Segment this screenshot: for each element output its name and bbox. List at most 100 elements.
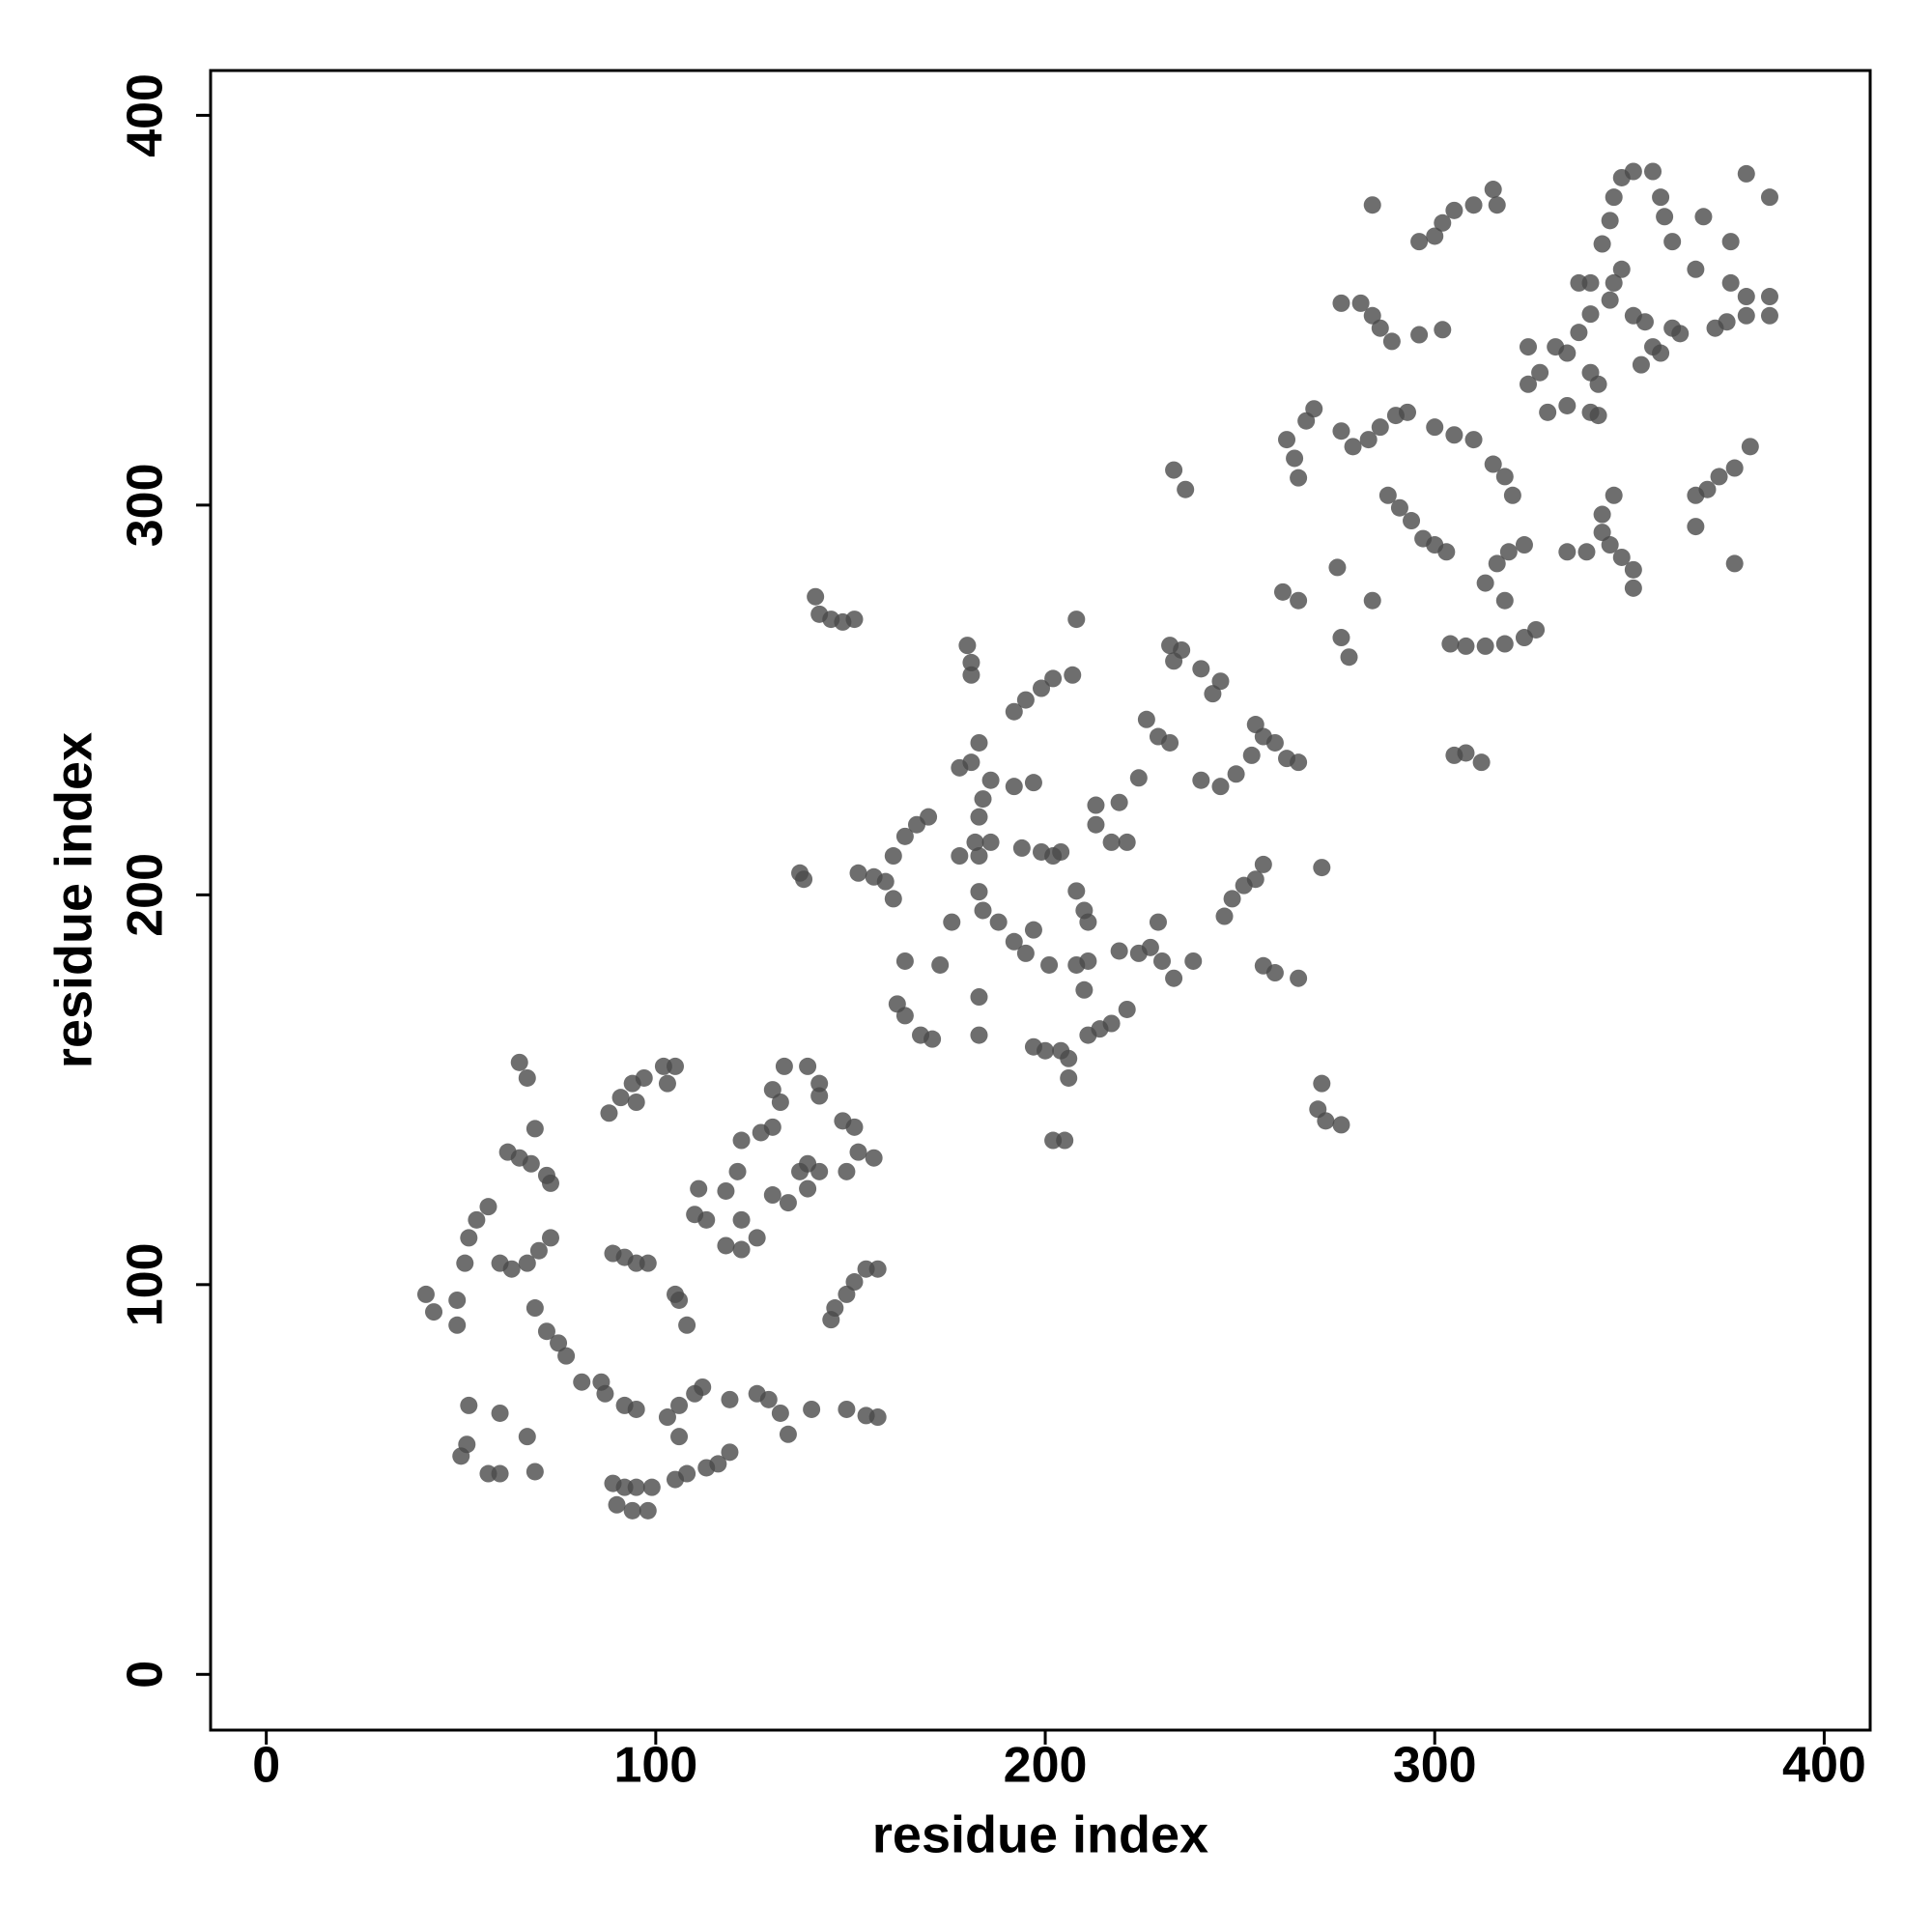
- point: [670, 1428, 689, 1446]
- point: [803, 1400, 821, 1418]
- point: [1265, 733, 1284, 752]
- point: [1087, 815, 1105, 834]
- y-axis-label: residue index: [44, 732, 102, 1068]
- point: [1488, 554, 1506, 573]
- point: [1313, 1074, 1331, 1093]
- point: [810, 1074, 829, 1093]
- point: [1760, 306, 1778, 325]
- point: [717, 1236, 735, 1255]
- point: [541, 1174, 559, 1192]
- point: [1581, 273, 1600, 292]
- point: [670, 1291, 689, 1309]
- point: [1079, 913, 1097, 931]
- point: [1495, 468, 1514, 486]
- point: [1531, 363, 1549, 382]
- point: [518, 1068, 536, 1087]
- point: [895, 827, 914, 845]
- point: [448, 1316, 467, 1334]
- point: [1184, 952, 1203, 970]
- point: [1671, 325, 1690, 343]
- point: [642, 1478, 661, 1496]
- point: [1102, 1014, 1121, 1033]
- point: [775, 1057, 793, 1075]
- point: [763, 1186, 781, 1205]
- point: [1434, 213, 1452, 232]
- point: [1519, 375, 1537, 393]
- point: [1710, 468, 1728, 486]
- point: [1570, 324, 1588, 342]
- point: [876, 872, 895, 891]
- point: [1016, 944, 1035, 962]
- point: [1589, 375, 1607, 393]
- point: [1519, 338, 1537, 356]
- point: [717, 1181, 735, 1200]
- point: [1286, 449, 1304, 468]
- point: [1290, 969, 1308, 987]
- point: [1118, 833, 1136, 851]
- point: [491, 1464, 509, 1483]
- point: [1161, 733, 1179, 752]
- y-tick-label: 200: [118, 853, 174, 937]
- point: [1558, 396, 1577, 414]
- point: [573, 1373, 591, 1391]
- point: [1718, 313, 1736, 331]
- point: [1371, 319, 1389, 337]
- point: [518, 1254, 536, 1272]
- point: [1437, 543, 1456, 561]
- point: [795, 870, 813, 889]
- point: [810, 1162, 829, 1180]
- point: [1737, 288, 1755, 306]
- point: [1044, 669, 1063, 688]
- point: [448, 1291, 467, 1309]
- point: [849, 1143, 867, 1161]
- point: [1760, 288, 1778, 306]
- point: [966, 833, 984, 851]
- point: [1192, 771, 1210, 789]
- point: [807, 587, 825, 606]
- point: [596, 1384, 614, 1403]
- point: [1593, 505, 1611, 524]
- point: [1601, 212, 1619, 230]
- point: [1242, 746, 1261, 764]
- point: [1382, 332, 1401, 351]
- point: [1581, 305, 1600, 324]
- point: [1012, 838, 1031, 857]
- point: [1737, 164, 1755, 183]
- point: [1305, 400, 1323, 418]
- point: [1363, 306, 1381, 325]
- point: [1601, 536, 1619, 554]
- point: [884, 890, 902, 908]
- point: [1698, 480, 1717, 498]
- point: [826, 1299, 844, 1318]
- point: [895, 952, 914, 970]
- point: [1223, 890, 1241, 908]
- point: [550, 1334, 568, 1352]
- point: [1313, 859, 1331, 877]
- point: [1152, 952, 1171, 970]
- point: [1605, 486, 1623, 504]
- x-tick-label: 0: [252, 1738, 280, 1794]
- point: [1060, 1049, 1078, 1067]
- point: [845, 1273, 864, 1292]
- point: [1328, 558, 1347, 577]
- point: [1033, 679, 1051, 697]
- x-tick-label: 300: [1393, 1738, 1477, 1794]
- point: [1165, 461, 1183, 479]
- point: [491, 1404, 509, 1422]
- x-axis-label: residue index: [872, 1805, 1208, 1863]
- point: [920, 808, 938, 826]
- point: [526, 1299, 544, 1318]
- point: [1211, 778, 1230, 796]
- point: [1694, 208, 1713, 226]
- point: [962, 653, 980, 671]
- point: [1056, 1131, 1074, 1150]
- point: [1363, 196, 1381, 214]
- point: [1760, 188, 1778, 207]
- point: [1290, 591, 1308, 610]
- point: [1499, 543, 1518, 561]
- point: [1410, 233, 1429, 251]
- point: [1340, 648, 1358, 667]
- point: [1141, 938, 1159, 956]
- point: [1378, 486, 1397, 504]
- point: [732, 1131, 751, 1150]
